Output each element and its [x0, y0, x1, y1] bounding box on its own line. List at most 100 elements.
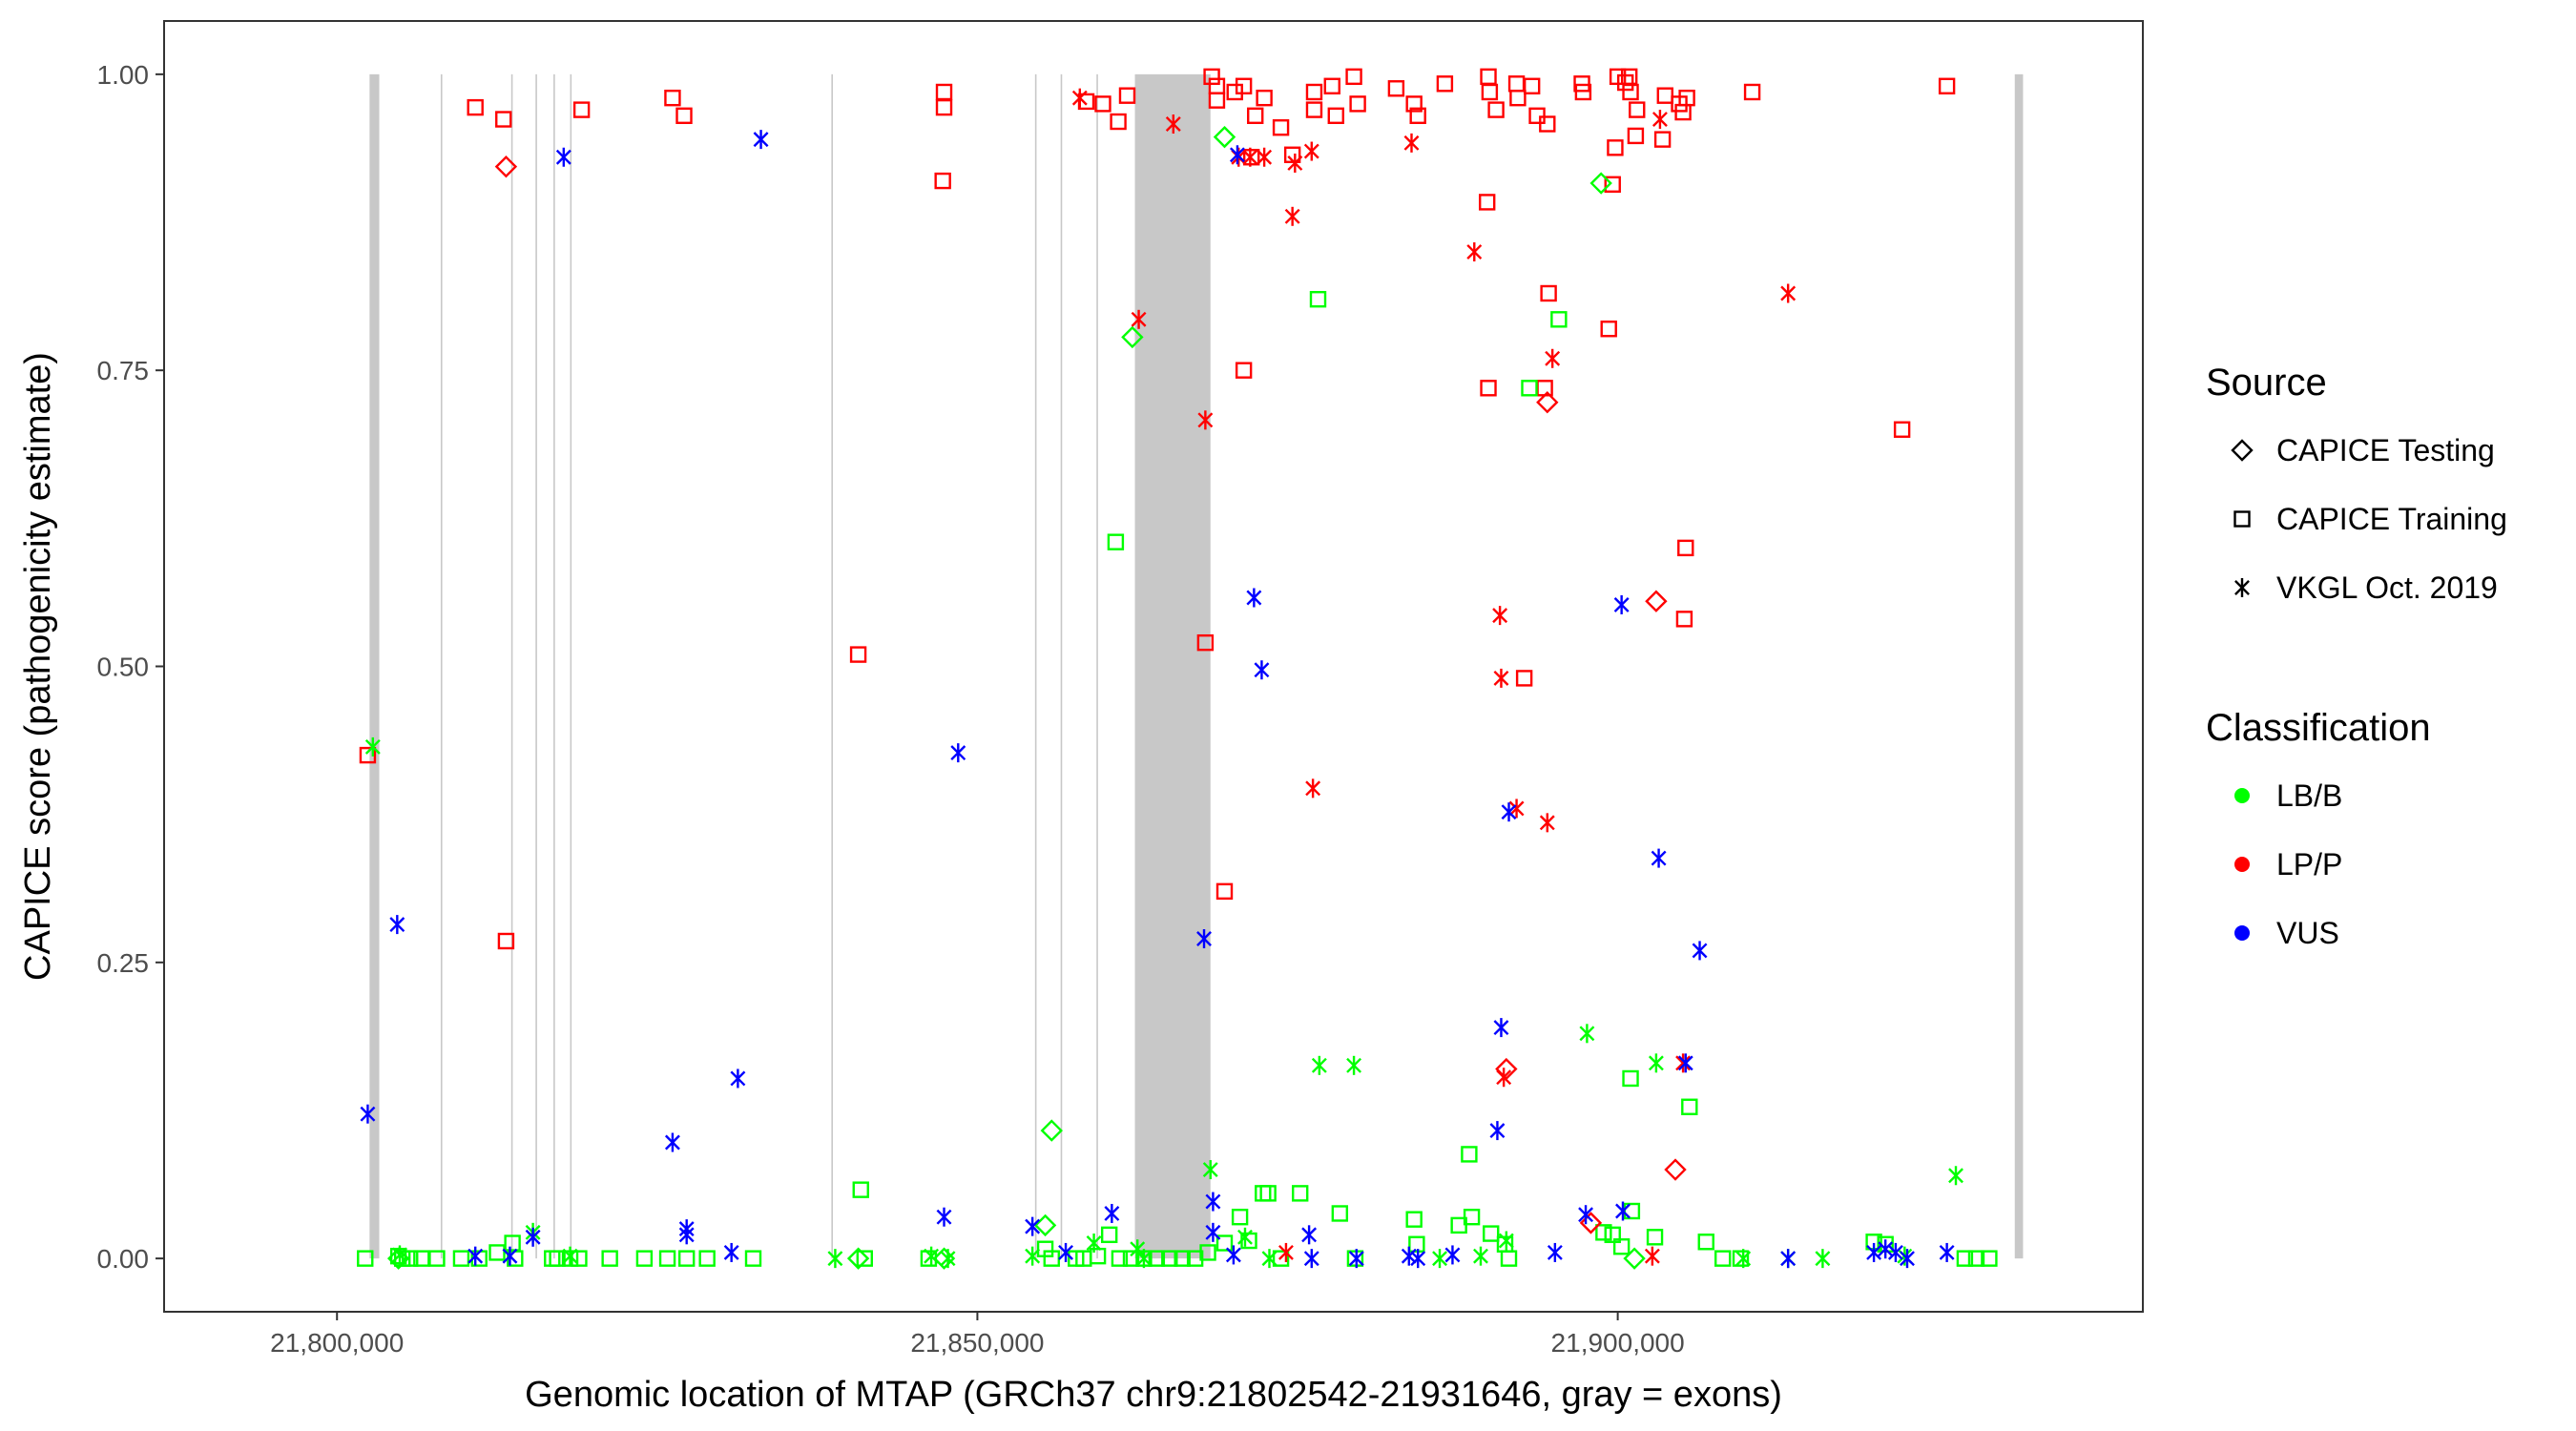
data-point	[1401, 1246, 1417, 1266]
y-tick-label: 0.25	[97, 948, 150, 978]
exon-band-3	[510, 73, 513, 1259]
exon-band-2	[440, 73, 443, 1259]
data-point	[1493, 1018, 1509, 1038]
data-point	[1226, 83, 1243, 101]
data-point	[1675, 611, 1693, 628]
data-point	[658, 1250, 676, 1267]
data-point	[1653, 131, 1672, 148]
data-point	[1616, 73, 1634, 92]
data-point	[1956, 1250, 1974, 1267]
data-point	[1540, 284, 1557, 302]
data-point	[827, 1249, 843, 1269]
data-point	[723, 1242, 739, 1262]
data-point	[1613, 594, 1630, 614]
data-point	[1652, 110, 1668, 130]
exon-band-11	[1134, 73, 1211, 1259]
data-point	[1111, 1250, 1129, 1267]
data-point	[1100, 1226, 1118, 1244]
data-point	[1466, 242, 1483, 262]
data-point	[1292, 1185, 1309, 1202]
data-point	[1981, 1250, 1998, 1267]
data-point	[1604, 1226, 1621, 1244]
data-point	[1508, 798, 1525, 819]
data-point	[1646, 1229, 1664, 1246]
data-points	[357, 68, 1998, 1270]
data-point	[1213, 125, 1236, 149]
data-point	[1432, 1249, 1447, 1269]
data-point	[1444, 1245, 1461, 1265]
exon-band-8	[1034, 73, 1037, 1259]
legend-classification-title: Classification	[2206, 707, 2431, 749]
exon-bands	[369, 73, 2024, 1259]
legend-source-title: Source	[2206, 362, 2327, 404]
data-point	[1071, 88, 1088, 108]
data-point	[1574, 83, 1592, 101]
data-point	[1536, 390, 1559, 414]
data-point	[1261, 1249, 1278, 1269]
data-point	[1237, 1227, 1253, 1247]
data-point	[1107, 533, 1125, 550]
data-point	[1196, 633, 1215, 652]
y-tick-label: 0.00	[97, 1244, 150, 1274]
data-point	[1135, 1249, 1152, 1269]
data-point	[924, 1246, 940, 1266]
data-point	[1732, 1250, 1750, 1267]
data-point	[1089, 1247, 1107, 1265]
data-point	[1436, 75, 1454, 93]
exon-band-10	[1096, 73, 1098, 1259]
data-point	[852, 1181, 869, 1198]
data-point	[1259, 1185, 1277, 1202]
data-point	[1409, 107, 1426, 125]
data-point	[1675, 1053, 1692, 1073]
data-point	[1878, 1239, 1894, 1259]
data-point	[360, 1104, 376, 1124]
data-point	[601, 1250, 618, 1267]
data-point	[1521, 380, 1538, 397]
data-point	[936, 1207, 952, 1227]
legend-asterisk-icon	[2234, 578, 2250, 597]
data-point	[1692, 941, 1708, 961]
data-point	[856, 1250, 873, 1267]
data-point	[1284, 206, 1300, 226]
data-point	[1130, 1239, 1146, 1259]
data-point	[1110, 113, 1127, 131]
data-point	[1664, 1158, 1687, 1181]
data-point	[1967, 1250, 1985, 1267]
data-point	[1498, 1231, 1514, 1251]
data-point	[1496, 1068, 1512, 1088]
y-axis-title: CAPICE score (pathogenicity estimate)	[18, 352, 58, 981]
data-point	[678, 1225, 695, 1245]
data-point	[1481, 83, 1499, 101]
data-point	[1327, 107, 1344, 125]
data-point	[1579, 1212, 1603, 1234]
data-point	[1607, 139, 1624, 156]
data-point	[364, 736, 381, 757]
x-axis-title: Genomic location of MTAP (GRCh37 chr9:21…	[525, 1375, 1782, 1415]
data-point	[359, 746, 377, 764]
data-point	[935, 98, 953, 116]
data-point	[1501, 802, 1517, 822]
data-point	[562, 1246, 578, 1266]
data-point	[1272, 1250, 1290, 1267]
data-point	[1461, 1146, 1478, 1163]
data-point	[1600, 321, 1617, 338]
exon-band-6	[570, 73, 572, 1259]
data-point	[950, 743, 966, 763]
data-point	[1161, 1250, 1178, 1267]
data-point	[1579, 1024, 1595, 1044]
data-point	[1215, 1234, 1234, 1252]
data-point	[357, 1250, 374, 1267]
data-point	[1645, 590, 1668, 612]
data-point	[494, 155, 518, 178]
data-point	[467, 98, 484, 116]
data-point	[1550, 311, 1568, 328]
legend-classification-label: VUS	[2276, 916, 2339, 950]
legend-source-label: CAPICE Testing	[2276, 433, 2495, 467]
data-point	[1174, 1250, 1191, 1267]
data-point	[1623, 1247, 1646, 1270]
data-point	[1254, 660, 1270, 680]
data-point	[1323, 77, 1340, 94]
data-point	[675, 107, 693, 125]
data-point	[1612, 1238, 1631, 1255]
